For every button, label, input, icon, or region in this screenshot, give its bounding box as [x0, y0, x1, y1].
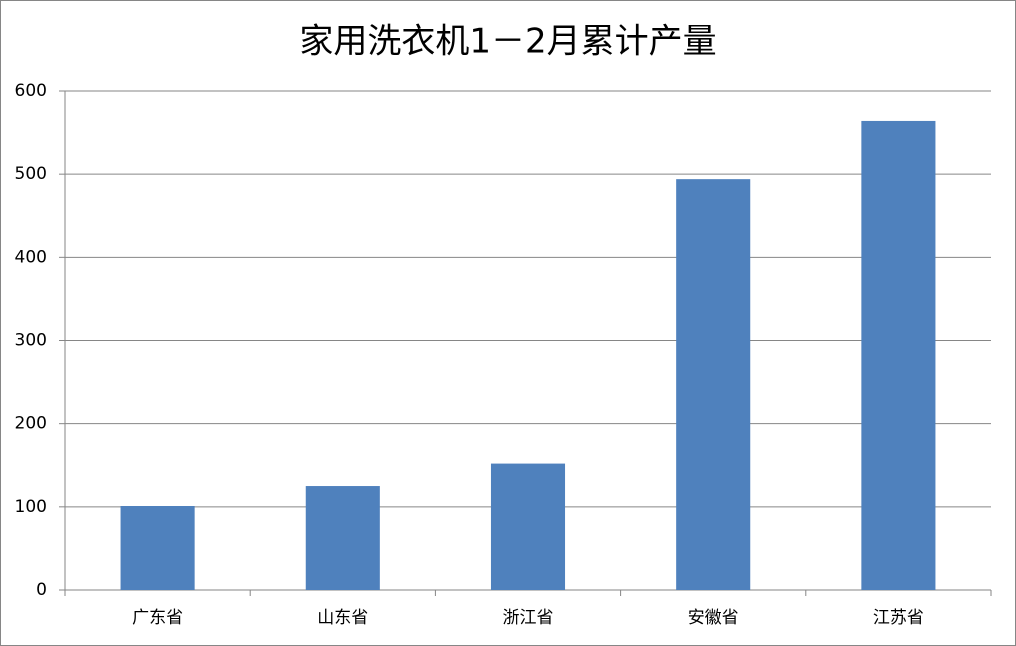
y-tick-label: 100: [15, 497, 47, 517]
x-tick-label: 安徽省: [688, 608, 739, 628]
bar: [490, 463, 566, 590]
bar: [305, 486, 380, 590]
y-tick-label: 500: [15, 164, 47, 184]
x-tick-label: 浙江省: [503, 608, 554, 628]
y-tick-label: 400: [15, 247, 47, 267]
x-tick-label: 广东省: [132, 608, 183, 628]
x-tick-label: 山东省: [317, 608, 368, 628]
y-tick-label: 600: [15, 81, 47, 101]
chart-title: 家用洗衣机1－2月累计产量: [299, 22, 716, 62]
bar: [676, 179, 751, 590]
y-tick-label: 200: [15, 414, 47, 434]
y-tick-label: 300: [15, 331, 47, 351]
x-tick-label: 江苏省: [873, 608, 924, 628]
bar: [120, 506, 195, 590]
bar: [861, 120, 936, 590]
y-tick-label: 0: [36, 580, 47, 600]
